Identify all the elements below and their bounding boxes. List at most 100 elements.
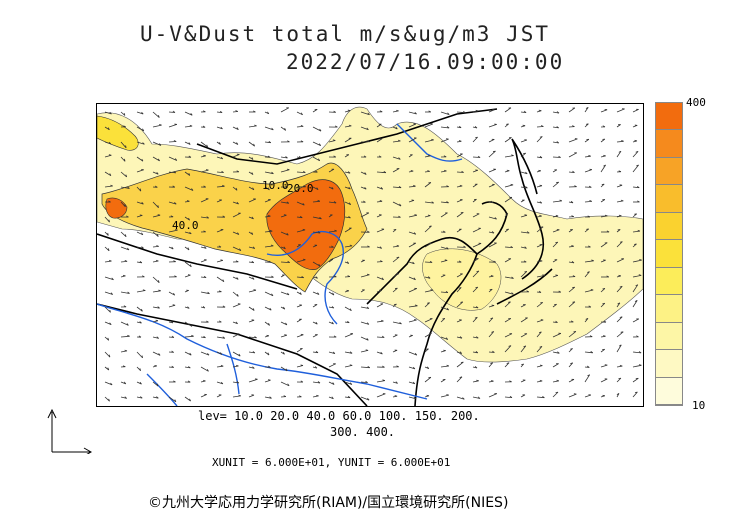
wind-arrow (168, 201, 177, 205)
wind-arrow-head (251, 232, 254, 235)
wind-arrow (344, 125, 352, 128)
wind-arrow-head (302, 228, 306, 231)
wind-arrow-head (268, 260, 272, 263)
wind-arrow (600, 242, 608, 248)
wind-arrow-head (476, 270, 480, 273)
wind-arrow (424, 276, 431, 279)
wind-arrow-head (285, 156, 288, 159)
wind-arrow (232, 201, 239, 205)
legend-swatch (656, 130, 682, 158)
wind-arrow-head (555, 214, 559, 217)
wind-arrow (552, 111, 560, 114)
wind-arrow-head (109, 322, 112, 325)
wind-arrow (296, 126, 304, 128)
wind-arrow-head (491, 380, 494, 382)
wind-arrow (136, 396, 143, 399)
wind-arrow (632, 186, 640, 189)
wind-arrow (248, 378, 258, 383)
wind-arrow (536, 331, 542, 338)
wind-arrow (120, 111, 126, 116)
wind-arrow-head (542, 395, 545, 399)
wind-arrow-head (142, 275, 145, 278)
wind-arrow (152, 276, 160, 283)
wind-arrow (472, 336, 479, 339)
wind-arrow-head (123, 305, 127, 308)
wind-arrow-head (267, 155, 271, 158)
wind-arrow (200, 291, 210, 295)
wind-arrow (264, 321, 270, 326)
wind-arrow-head (475, 286, 478, 289)
wind-arrow-head (349, 382, 353, 385)
wind-arrow (232, 231, 240, 235)
wind-arrow (232, 381, 239, 384)
wind-arrow (280, 156, 288, 159)
wind-arrow-head (619, 316, 623, 318)
wind-arrow-head (127, 247, 130, 251)
wind-arrow-head (141, 308, 143, 312)
wind-arrow (440, 260, 448, 263)
wind-arrow (328, 363, 336, 368)
wind-arrow-head (267, 187, 270, 191)
wind-arrow (152, 351, 161, 356)
wind-arrow-head (271, 171, 274, 175)
wind-arrow-head (382, 365, 385, 368)
wind-arrow-head (474, 366, 478, 369)
wind-arrow-head (618, 170, 622, 173)
wind-arrow (248, 351, 255, 354)
wind-arrow-head (108, 398, 110, 402)
wind-arrow (408, 319, 417, 323)
wind-arrow-head (476, 379, 479, 382)
wind-arrow-head (555, 320, 558, 323)
contour-label-10: 10.0 (262, 179, 289, 192)
wind-arrow (632, 364, 642, 368)
wind-arrow (312, 141, 321, 146)
wind-arrow-head (634, 139, 638, 142)
wind-arrow-head (555, 274, 558, 276)
wind-arrow (536, 365, 543, 368)
wind-arrow (360, 306, 369, 309)
wind-arrow (568, 152, 577, 158)
wind-arrow-head (111, 277, 114, 281)
legend-swatch (656, 322, 682, 351)
contour-levels-line2: 300. 400. (330, 425, 396, 439)
wind-arrow-head (220, 381, 224, 385)
wind-arrow-head (202, 379, 206, 382)
wind-arrow-head (174, 202, 177, 205)
wind-arrow (296, 216, 303, 219)
wind-arrow (392, 140, 401, 143)
wind-arrow-head (126, 323, 129, 326)
wind-arrow (264, 141, 271, 144)
wind-arrow (152, 320, 159, 323)
wind-arrow-head (619, 364, 623, 367)
wind-arrow (360, 126, 369, 131)
wind-arrow (328, 168, 335, 173)
wind-arrow (248, 156, 254, 160)
wind-arrow-head (267, 352, 270, 356)
wind-arrow (472, 243, 482, 248)
wind-arrow (312, 216, 322, 220)
wind-arrow (536, 275, 545, 278)
wind-arrow-head (157, 234, 159, 237)
wind-arrow (184, 141, 191, 145)
wind-arrow-head (526, 290, 529, 293)
wind-arrow (136, 290, 146, 293)
wind-arrow-head (367, 245, 370, 248)
wind-arrow (440, 212, 448, 218)
wind-arrow (504, 362, 510, 368)
wind-arrow-head (187, 306, 190, 309)
wind-arrow-head (237, 293, 239, 297)
wind-arrow-head (379, 110, 383, 113)
wind-arrow-head (254, 336, 257, 339)
wind-arrow-head (335, 125, 338, 128)
wind-arrow (632, 275, 642, 278)
wind-arrow-head (315, 276, 318, 279)
wind-arrow (200, 198, 209, 203)
wind-arrow (376, 123, 382, 128)
wind-arrow-head (220, 364, 224, 367)
wind-arrow-head (171, 335, 175, 338)
wind-arrow-head (318, 143, 322, 146)
wind-arrow-head (140, 396, 143, 399)
wind-arrow-head (603, 320, 607, 323)
wind-arrow (584, 201, 592, 203)
wind-arrow (344, 227, 352, 233)
